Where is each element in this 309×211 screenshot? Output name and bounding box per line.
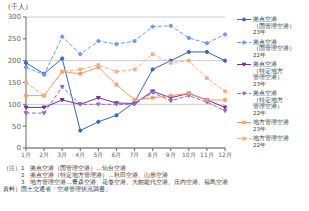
html-text:2 拠点空港（特定地方管理港）…秋田空港、山形空港: 2 拠点空港（特定地方管理港）…秋田空港、山形空港 bbox=[3, 172, 168, 178]
svg-text:5月: 5月 bbox=[93, 151, 103, 158]
svg-text:50: 50 bbox=[12, 123, 21, 131]
html-text:拠点空港 （特定地方 管理空港） 23年: 拠点空港 （特定地方 管理空港） 23年 bbox=[253, 61, 283, 87]
svg-text:200: 200 bbox=[8, 57, 21, 65]
svg-text:6月: 6月 bbox=[112, 151, 122, 158]
html-text:拠点空港 （国管理空港） 23年: 拠点空港 （国管理空港） 23年 bbox=[253, 16, 295, 35]
svg-text:250: 250 bbox=[8, 35, 21, 43]
html-text:（千人）: （千人） bbox=[4, 3, 32, 11]
svg-text:10月: 10月 bbox=[182, 151, 196, 158]
svg-text:3月: 3月 bbox=[57, 151, 67, 158]
svg-text:100: 100 bbox=[8, 101, 21, 109]
html-text:拠点空港 （特定地方 管理空港） 22年: 拠点空港 （特定地方 管理空港） 22年 bbox=[253, 90, 283, 116]
svg-text:300: 300 bbox=[8, 13, 21, 21]
html-text:3 地方管理空港…青森空港、花巻空港、大館能代空港、庄内空港: 3 地方管理空港…青森空港、花巻空港、大館能代空港、庄内空港、福島空港 bbox=[3, 179, 228, 185]
html-text:（注）1 拠点空港（国管理空港）…仙台空港: （注）1 拠点空港（国管理空港）…仙台空港 bbox=[3, 165, 126, 171]
html-text:資料）国土交通省「空港管理状況調書」: 資料）国土交通省「空港管理状況調書」 bbox=[3, 186, 111, 192]
html-text:拠点空港 （国管理空港） 22年: 拠点空港 （国管理空港） 22年 bbox=[253, 38, 295, 58]
svg-text:12月: 12月 bbox=[218, 151, 232, 158]
svg-text:1月: 1月 bbox=[21, 151, 31, 158]
html-text:地方管理空港 22年: 地方管理空港 22年 bbox=[253, 135, 289, 148]
svg-text:2月: 2月 bbox=[39, 151, 49, 158]
svg-text:4月: 4月 bbox=[75, 151, 85, 158]
svg-text:9月: 9月 bbox=[166, 151, 176, 158]
html-text:地方管理空港 23年: 地方管理空港 23年 bbox=[253, 119, 289, 132]
svg-text:11月: 11月 bbox=[200, 151, 214, 158]
svg-text:0: 0 bbox=[17, 144, 21, 152]
svg-text:8月: 8月 bbox=[148, 151, 158, 158]
svg-text:150: 150 bbox=[8, 79, 21, 87]
svg-text:7月: 7月 bbox=[130, 151, 140, 158]
